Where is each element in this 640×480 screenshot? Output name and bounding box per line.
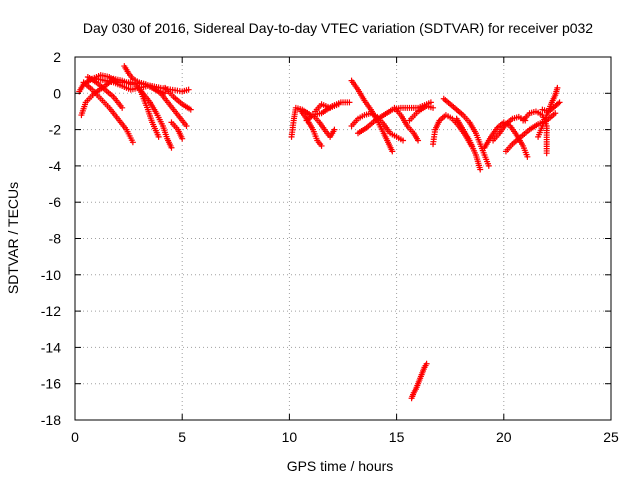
data-point (524, 153, 531, 160)
x-tick-label: 0 (71, 429, 79, 445)
y-axis-label: SDTVAR / TECUs (5, 182, 21, 294)
x-axis-label: GPS time / hours (287, 458, 394, 474)
data-point (179, 135, 186, 142)
x-tick-label: 20 (496, 429, 512, 445)
data-point (129, 139, 136, 146)
x-tick-label: 25 (603, 429, 619, 445)
data-point (554, 84, 561, 91)
y-tick-label: -12 (41, 303, 61, 319)
y-tick-label: -14 (41, 339, 61, 355)
data-point (415, 137, 422, 144)
data-point (318, 142, 325, 149)
data-point (423, 360, 430, 367)
y-tick-label: -16 (41, 376, 61, 392)
y-tick-label: -10 (41, 267, 61, 283)
data-point (552, 110, 559, 117)
data-point (543, 150, 550, 157)
y-tick-label: -4 (49, 158, 62, 174)
data-point (185, 86, 192, 93)
data-point (400, 137, 407, 144)
data-point (477, 166, 484, 173)
y-tick-label: 2 (53, 49, 61, 65)
data-point (430, 104, 437, 111)
y-tick-label: 0 (53, 85, 61, 101)
data-point (155, 133, 162, 140)
data-point (119, 104, 126, 111)
data-point (346, 99, 353, 106)
chart-title: Day 030 of 2016, Sidereal Day-to-day VTE… (83, 20, 593, 36)
data-point (168, 144, 175, 151)
data-point (556, 99, 563, 106)
y-tick-label: -6 (49, 194, 62, 210)
data-point (183, 122, 190, 129)
data-point (142, 81, 149, 88)
data-points (76, 63, 563, 402)
x-tick-label: 10 (282, 429, 298, 445)
data-point (187, 106, 194, 113)
x-tick-label: 5 (178, 429, 186, 445)
y-tick-label: -18 (41, 412, 61, 428)
data-point (335, 101, 342, 108)
axis-ticks (74, 56, 612, 421)
grid-lines (75, 57, 611, 420)
data-point (331, 126, 338, 133)
y-tick-label: -8 (49, 231, 62, 247)
data-point (485, 162, 492, 169)
y-tick-label: -2 (49, 122, 62, 138)
x-tick-label: 15 (389, 429, 405, 445)
data-point (389, 148, 396, 155)
